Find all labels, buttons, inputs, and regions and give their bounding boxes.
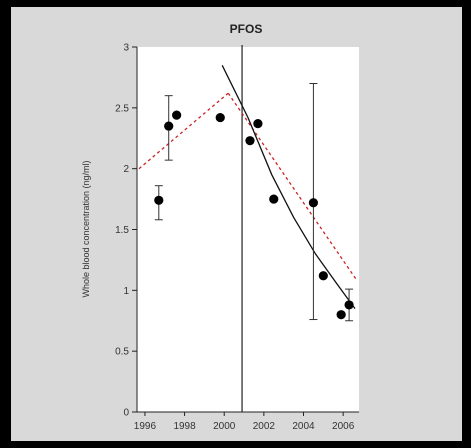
- data-point: [154, 195, 164, 205]
- data-point: [253, 119, 263, 129]
- x-tick-label: 2000: [213, 421, 236, 432]
- y-tick-label: 2.5: [115, 103, 129, 114]
- dashed-trend-line: [138, 92, 229, 170]
- x-tick-label: 2006: [332, 421, 355, 432]
- plot-area: [137, 47, 359, 412]
- x-tick-label: 2004: [292, 421, 315, 432]
- y-tick-label: 3: [123, 43, 129, 54]
- y-tick-label: 2: [123, 164, 129, 175]
- x-tick-label: 1998: [173, 421, 196, 432]
- data-point: [318, 271, 328, 281]
- x-tick-label: 2002: [253, 421, 276, 432]
- data-point: [164, 121, 174, 131]
- data-point: [336, 310, 346, 320]
- y-tick-label: 0.5: [115, 347, 129, 358]
- dashed-trend-line: [227, 92, 358, 281]
- solid-fit-curve: [221, 65, 356, 309]
- x-tick-label: 1996: [134, 421, 157, 432]
- figure-frame: PFOS Whole blood concentration (ng/ml) 0…: [11, 7, 462, 441]
- y-axis-label: Whole blood concentration (ng/ml): [81, 160, 91, 297]
- data-point: [215, 112, 225, 123]
- y-tick-label: 0: [123, 408, 129, 419]
- data-point: [344, 300, 354, 310]
- data-point: [269, 194, 279, 204]
- chart-title: PFOS: [230, 22, 263, 36]
- pfos-chart: PFOS Whole blood concentration (ng/ml) 0…: [81, 22, 359, 432]
- y-tick-label: 1: [123, 286, 129, 297]
- data-point: [245, 136, 255, 146]
- y-tick-label: 1.5: [115, 225, 129, 236]
- data-point: [308, 198, 319, 208]
- data-point: [172, 110, 182, 120]
